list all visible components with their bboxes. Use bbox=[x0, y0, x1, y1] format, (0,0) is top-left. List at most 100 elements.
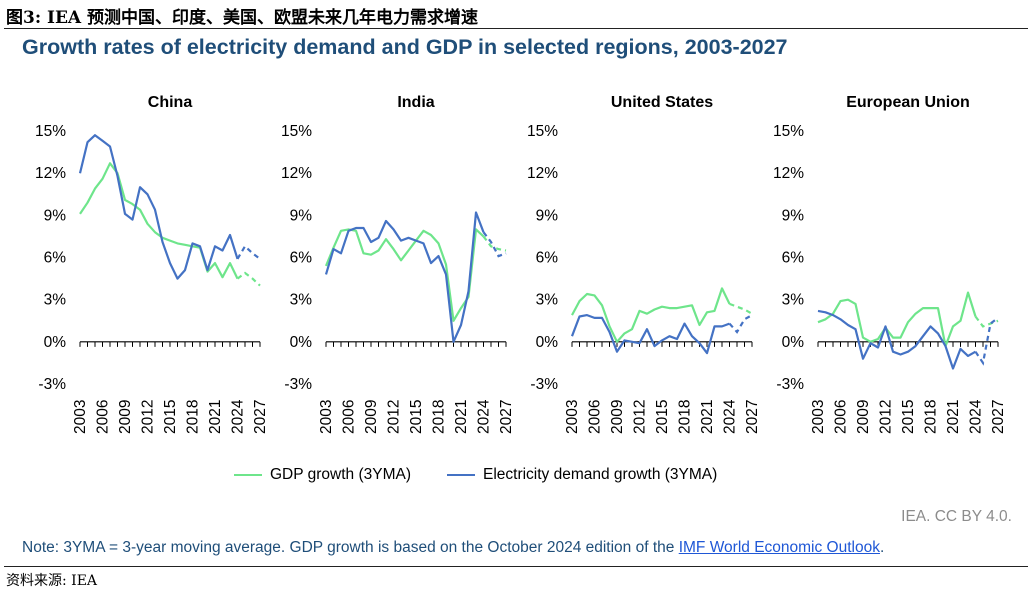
x-tick-label: 2006 bbox=[95, 400, 112, 434]
y-tick-label: 0% bbox=[44, 334, 67, 351]
y-tick-label: 15% bbox=[281, 123, 312, 140]
y-tick-label: 6% bbox=[290, 250, 313, 267]
legend: GDP growth (3YMA) Electricity demand gro… bbox=[234, 466, 753, 484]
x-tick-label: 2015 bbox=[162, 400, 179, 434]
x-tick-label: 2015 bbox=[900, 400, 917, 434]
x-tick-label: 2012 bbox=[632, 400, 649, 434]
x-tick-label: 2003 bbox=[564, 400, 581, 434]
electricity-growth-line bbox=[78, 134, 239, 280]
gdp-growth-line bbox=[817, 291, 977, 348]
x-tick-label: 2027 bbox=[252, 400, 269, 434]
x-tick-label: 2003 bbox=[810, 400, 827, 434]
panel-title: United States bbox=[611, 94, 713, 111]
x-tick-label: 2015 bbox=[408, 400, 425, 434]
y-tick-label: 15% bbox=[773, 123, 804, 140]
gdp-forecast-line bbox=[236, 271, 261, 287]
y-tick-label: 6% bbox=[44, 250, 67, 267]
x-tick-label: 2003 bbox=[72, 400, 89, 434]
x-tick-label: 2006 bbox=[341, 400, 358, 434]
x-tick-label: 2027 bbox=[744, 400, 761, 434]
legend-item-electricity: Electricity demand growth (3YMA) bbox=[446, 466, 718, 484]
y-tick-label: 12% bbox=[35, 165, 66, 182]
panel-india: India -3% 0% 3% 6% 9% 12% 15% 2003 2006 2009 2012 20… bbox=[281, 94, 515, 434]
legend-label-gdp: GDP growth (3YMA) bbox=[270, 466, 411, 483]
panel-china: China -3% 0% 3% 6% 9% 12% 15% 2003 2006 2009 2012 20… bbox=[35, 94, 269, 434]
gdp-growth-line bbox=[571, 287, 731, 343]
y-tick-label: 3% bbox=[536, 292, 559, 309]
x-tick-label: 2024 bbox=[476, 399, 493, 434]
y-tick-label: 15% bbox=[527, 123, 558, 140]
imf-weo-link[interactable]: IMF World Economic Outlook bbox=[678, 539, 880, 556]
electricity-growth-line bbox=[817, 309, 977, 370]
y-tick-label: -3% bbox=[776, 376, 804, 393]
x-tick-label: 2024 bbox=[968, 399, 985, 434]
gdp-forecast-line bbox=[729, 302, 753, 315]
chart-title: Growth rates of electricity demand and G… bbox=[22, 35, 788, 59]
y-tick-label: -3% bbox=[530, 376, 558, 393]
x-tick-label: 2009 bbox=[609, 400, 626, 434]
footnote-suffix: . bbox=[879, 539, 885, 556]
x-tick-label: 2006 bbox=[587, 400, 604, 434]
footnote: Note: 3YMA = 3-year moving average. GDP … bbox=[22, 539, 884, 557]
x-tick-label: 2021 bbox=[699, 400, 716, 434]
y-tick-label: 3% bbox=[44, 292, 67, 309]
credit-text: IEA. CC BY 4.0. bbox=[901, 508, 1012, 525]
x-tick-label: 2021 bbox=[945, 400, 962, 434]
figure-caption: 图3: IEA 预测中国、印度、美国、欧盟未来几年电力需求增速 bbox=[6, 8, 479, 28]
x-tick-label: 2018 bbox=[185, 400, 202, 434]
x-tick-label: 2018 bbox=[431, 400, 448, 434]
x-tick-label: 2009 bbox=[117, 400, 134, 434]
y-tick-label: 3% bbox=[290, 292, 313, 309]
y-tick-label: 0% bbox=[782, 334, 805, 351]
x-tick-label: 2018 bbox=[677, 400, 694, 434]
footnote-text: Note: 3YMA = 3-year moving average. GDP … bbox=[22, 539, 679, 556]
x-tick-label: 2021 bbox=[453, 400, 470, 434]
x-tick-label: 2003 bbox=[318, 400, 335, 434]
x-tick-label: 2021 bbox=[207, 400, 224, 434]
x-tick-label: 2018 bbox=[923, 400, 940, 434]
x-tick-label: 2015 bbox=[654, 400, 671, 434]
panel-title: European Union bbox=[846, 94, 970, 111]
x-tick-label: 2009 bbox=[363, 400, 380, 434]
electricity-forecast-line bbox=[236, 244, 261, 260]
y-tick-label: 6% bbox=[536, 250, 559, 267]
top-divider bbox=[4, 28, 1028, 29]
panel-title: India bbox=[397, 94, 434, 111]
x-tick-label: 2027 bbox=[498, 400, 515, 434]
panel-united-states: United States -3% 0% 3% 6% 9% 12% 15% 2003 2006 20… bbox=[527, 94, 761, 434]
electricity-growth-line bbox=[570, 314, 730, 355]
legend-swatch-electricity bbox=[446, 474, 475, 476]
panel-title: China bbox=[148, 94, 193, 111]
x-tick-label: 2009 bbox=[855, 400, 872, 434]
y-tick-label: 12% bbox=[527, 165, 558, 182]
y-tick-label: 9% bbox=[44, 207, 67, 224]
gdp-growth-line bbox=[324, 228, 485, 322]
x-tick-label: 2012 bbox=[140, 400, 157, 434]
source-text: 资料来源: IEA bbox=[6, 573, 98, 589]
y-tick-label: 15% bbox=[35, 123, 66, 140]
y-tick-label: -3% bbox=[284, 376, 312, 393]
electricity-forecast-line bbox=[974, 317, 999, 366]
electricity-growth-line bbox=[324, 211, 485, 343]
electricity-forecast-line bbox=[482, 231, 507, 258]
electricity-forecast-line bbox=[728, 314, 753, 334]
y-tick-label: 3% bbox=[782, 292, 805, 309]
y-tick-label: 9% bbox=[782, 207, 805, 224]
x-tick-label: 2027 bbox=[990, 400, 1007, 434]
y-tick-label: 6% bbox=[782, 250, 805, 267]
bottom-divider bbox=[4, 566, 1028, 567]
legend-label-electricity: Electricity demand growth (3YMA) bbox=[482, 466, 718, 483]
x-tick-label: 2024 bbox=[230, 399, 247, 434]
y-tick-label: 0% bbox=[536, 334, 559, 351]
y-tick-label: 9% bbox=[290, 207, 313, 224]
y-tick-label: 12% bbox=[281, 165, 312, 182]
y-tick-label: 12% bbox=[773, 165, 804, 182]
y-tick-label: 9% bbox=[536, 207, 559, 224]
x-tick-label: 2024 bbox=[722, 399, 739, 434]
gdp-growth-line bbox=[79, 162, 239, 280]
legend-swatch-gdp bbox=[234, 474, 262, 476]
x-tick-label: 2006 bbox=[833, 400, 850, 434]
x-tick-label: 2012 bbox=[386, 400, 403, 434]
x-tick-label: 2012 bbox=[878, 400, 895, 434]
